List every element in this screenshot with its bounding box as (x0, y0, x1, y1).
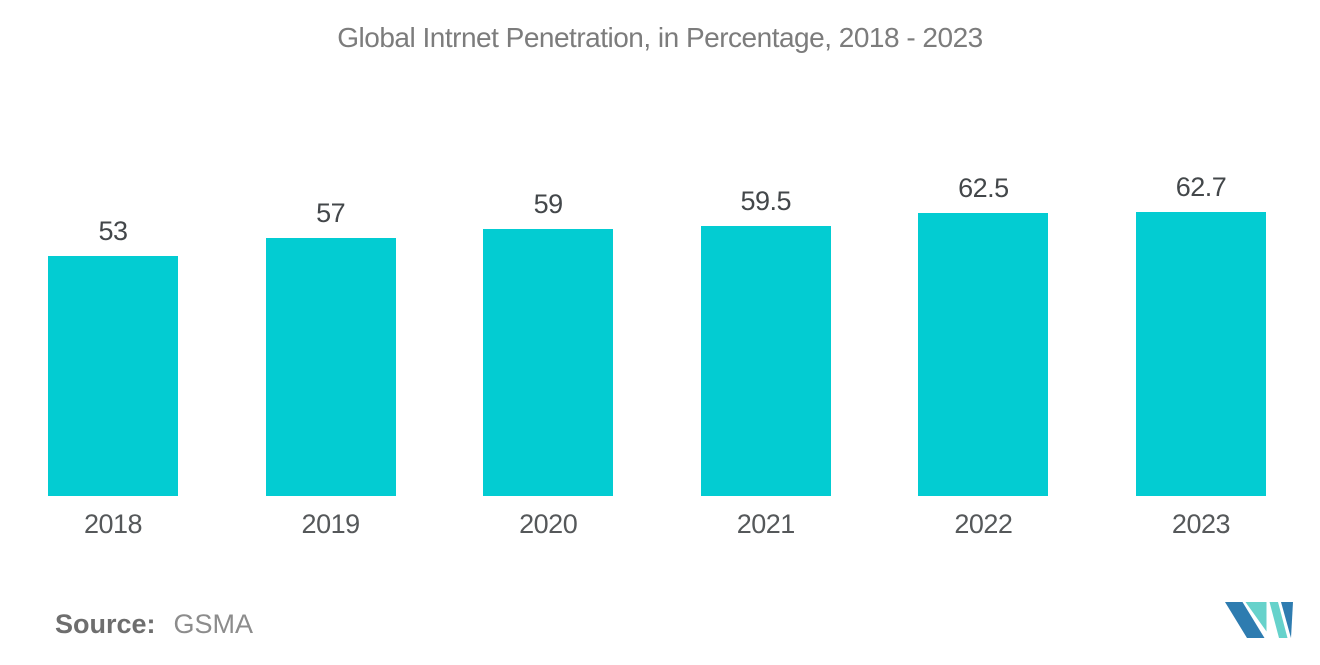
x-axis-label-2020: 2020 (519, 509, 578, 539)
bar-value-label: 59.5 (740, 186, 792, 216)
logo-right-blue-triangle (1281, 602, 1293, 638)
x-axis-label-2019: 2019 (301, 509, 361, 539)
bar-chart-plot-area: 53 2018 57 2019 59 2020 59.5 2021 62.5 2… (48, 156, 1266, 540)
bar-value-label: 57 (316, 198, 346, 228)
bar-2023 (1135, 212, 1266, 496)
bar-column-2022: 62.5 2022 (918, 173, 1049, 540)
logo-right-teal-band (1269, 602, 1288, 638)
x-axis-label-2018: 2018 (83, 509, 143, 539)
bar-value-label: 62.7 (1175, 172, 1227, 202)
logo-left-teal-triangle (1245, 602, 1267, 632)
bar-2020 (483, 229, 614, 496)
bar-value-label: 62.5 (958, 173, 1009, 203)
bar-value-label: 59 (533, 189, 564, 219)
bar-2022 (918, 213, 1049, 496)
logo-left-blue-band (1225, 602, 1265, 638)
source-value: GSMA (173, 609, 254, 639)
bar-value-label: 53 (98, 216, 128, 246)
x-axis-label-2021: 2021 (736, 509, 796, 539)
source-label: Source: (55, 609, 156, 639)
bar-column-2023: 62.7 2023 (1135, 172, 1266, 540)
x-axis-label-2022: 2022 (954, 509, 1013, 539)
bar-column-2018: 53 2018 (48, 218, 178, 540)
source-line: Source: GSMA (55, 609, 254, 640)
bar-column-2019: 57 2019 (265, 198, 396, 540)
chart-title: Global Intrnet Penetration, in Percentag… (337, 22, 983, 53)
bar-column-2020: 59 2020 (483, 189, 614, 540)
bar-column-2021: 59.5 2021 (700, 186, 831, 540)
bar-2019 (265, 238, 396, 496)
bar-2021 (700, 226, 831, 496)
bar-2018 (48, 256, 178, 496)
brand-m-logo-icon (1225, 602, 1293, 638)
x-axis-label-2023: 2023 (1171, 509, 1231, 539)
